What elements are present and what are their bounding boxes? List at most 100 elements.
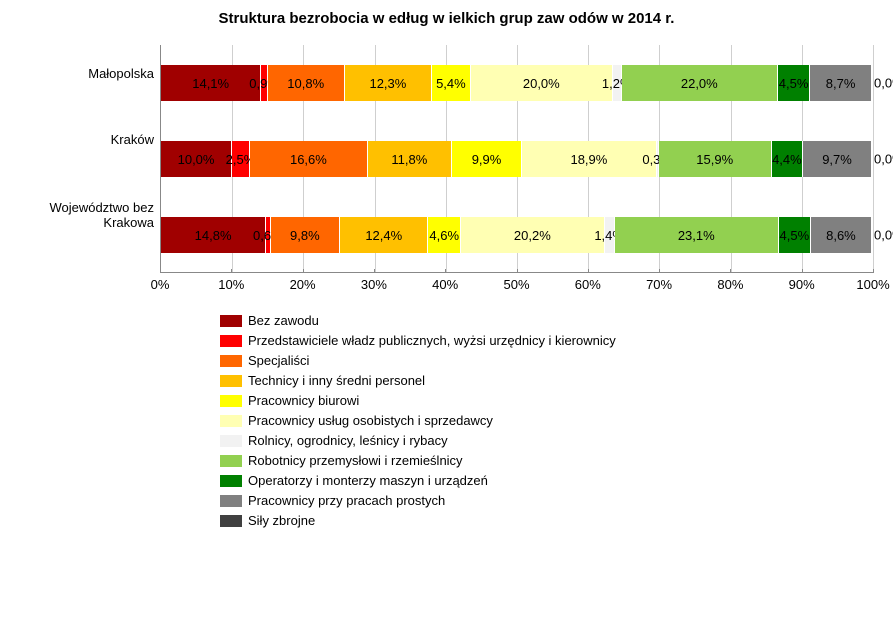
bar-segment: 1,2% <box>613 65 622 101</box>
legend-label: Pracownicy przy pracach prostych <box>248 493 445 508</box>
legend-label: Operatorzy i monterzy maszyn i urządzeń <box>248 473 488 488</box>
bar-segment: 14,8% <box>161 217 266 253</box>
bar-row: 10,0%2,5%16,6%11,8%9,9%18,9%0,3%15,9%4,4… <box>161 101 873 177</box>
segment-value-label: 5,4% <box>436 76 466 91</box>
x-tick-label: 30% <box>361 277 387 292</box>
legend-swatch <box>220 335 242 347</box>
category-label: Kraków <box>20 101 154 177</box>
segment-value-label: 22,0% <box>681 76 718 91</box>
segment-value-label: 4,6% <box>429 228 459 243</box>
x-tick-label: 40% <box>432 277 458 292</box>
x-tick-mark <box>231 269 232 273</box>
legend-swatch <box>220 355 242 367</box>
stacked-bar: 14,1%0,9%10,8%12,3%5,4%20,0%1,2%22,0%4,5… <box>161 65 873 101</box>
legend-swatch <box>220 375 242 387</box>
bar-segment: 15,9% <box>659 141 772 177</box>
legend-swatch <box>220 475 242 487</box>
legend-item: Technicy i inny średni personel <box>220 373 873 388</box>
legend-item: Bez zawodu <box>220 313 873 328</box>
segment-value-label: 18,9% <box>570 152 607 167</box>
segment-value-label: 0,0% <box>874 76 893 91</box>
segment-value-label: 20,2% <box>514 228 551 243</box>
legend-item: Operatorzy i monterzy maszyn i urządzeń <box>220 473 873 488</box>
legend-label: Przedstawiciele władz publicznych, wyżsi… <box>248 333 616 348</box>
legend-label: Bez zawodu <box>248 313 319 328</box>
segment-value-label: 10,0% <box>178 152 215 167</box>
segment-value-label: 9,8% <box>290 228 320 243</box>
segment-value-label: 0,0% <box>874 152 893 167</box>
bar-segment: 4,5% <box>779 217 811 253</box>
x-tick-mark <box>160 269 161 273</box>
segment-value-label: 0,0% <box>874 228 893 243</box>
bar-segment: 20,2% <box>461 217 605 253</box>
bar-segment: 8,6% <box>811 217 872 253</box>
bar-segment: 2,5% <box>232 141 250 177</box>
legend-item: Pracownicy biurowi <box>220 393 873 408</box>
stacked-bar: 10,0%2,5%16,6%11,8%9,9%18,9%0,3%15,9%4,4… <box>161 141 873 177</box>
category-label: Województwo bez Krakowa <box>20 177 154 253</box>
bar-segment: 10,0% <box>161 141 232 177</box>
x-tick-mark <box>873 269 874 273</box>
segment-value-label: 15,9% <box>696 152 733 167</box>
legend-swatch <box>220 515 242 527</box>
segment-value-label: 8,6% <box>826 228 856 243</box>
legend-item: Siły zbrojne <box>220 513 873 528</box>
bar-segment: 4,4% <box>772 141 803 177</box>
segment-value-label: 4,5% <box>780 228 810 243</box>
x-tick-label: 20% <box>290 277 316 292</box>
segment-value-label: 10,8% <box>287 76 324 91</box>
legend-item: Robotnicy przemysłowi i rzemieślnicy <box>220 453 873 468</box>
bar-segment: 8,7% <box>810 65 872 101</box>
legend-swatch <box>220 495 242 507</box>
legend-label: Technicy i inny średni personel <box>248 373 425 388</box>
legend-item: Pracownicy usług osobistych i sprzedawcy <box>220 413 873 428</box>
bar-segment: 23,1% <box>615 217 779 253</box>
legend-swatch <box>220 315 242 327</box>
x-tick-mark <box>374 269 375 273</box>
segment-value-label: 9,9% <box>472 152 502 167</box>
category-label: Małopolska <box>20 45 154 101</box>
bar-segment: 5,4% <box>432 65 470 101</box>
x-tick-label: 10% <box>218 277 244 292</box>
legend-swatch <box>220 435 242 447</box>
segment-value-label: 8,7% <box>826 76 856 91</box>
legend-item: Specjaliści <box>220 353 873 368</box>
x-tick-mark <box>588 269 589 273</box>
bar-segment: 20,0% <box>471 65 613 101</box>
bar-segment: 12,4% <box>340 217 428 253</box>
bars-container: 14,1%0,9%10,8%12,3%5,4%20,0%1,2%22,0%4,5… <box>161 45 873 273</box>
bar-segment: 9,9% <box>452 141 522 177</box>
x-tick-label: 0% <box>151 277 170 292</box>
plot-area: 14,1%0,9%10,8%12,3%5,4%20,0%1,2%22,0%4,5… <box>160 45 873 273</box>
bar-row: 14,8%0,6%9,8%12,4%4,6%20,2%1,4%23,1%4,5%… <box>161 177 873 253</box>
legend-item: Rolnicy, ogrodnicy, leśnicy i rybacy <box>220 433 873 448</box>
legend-label: Pracownicy biurowi <box>248 393 359 408</box>
segment-value-label: 12,4% <box>365 228 402 243</box>
legend: Bez zawodu Przedstawiciele władz publiczn… <box>220 313 873 528</box>
bar-segment: 22,0% <box>622 65 779 101</box>
x-tick-label: 50% <box>503 277 529 292</box>
legend-swatch <box>220 395 242 407</box>
legend-swatch <box>220 455 242 467</box>
legend-label: Pracownicy usług osobistych i sprzedawcy <box>248 413 493 428</box>
legend-label: Specjaliści <box>248 353 309 368</box>
segment-value-label: 4,4% <box>772 152 802 167</box>
bar-row: 14,1%0,9%10,8%12,3%5,4%20,0%1,2%22,0%4,5… <box>161 45 873 101</box>
x-tick-label: 100% <box>856 277 889 292</box>
bar-segment: 4,6% <box>428 217 461 253</box>
bar-segment: 14,1% <box>161 65 261 101</box>
segment-value-label: 9,7% <box>822 152 852 167</box>
chart-title: Struktura bezrobocia w edług w ielkich g… <box>20 10 873 27</box>
x-axis: 0%10%20%30%40%50%60%70%80%90%100% <box>160 273 873 297</box>
bar-segment: 12,3% <box>345 65 433 101</box>
bar-segment: 0,0% <box>872 141 873 177</box>
bar-segment: 10,8% <box>268 65 345 101</box>
segment-value-label: 20,0% <box>523 76 560 91</box>
x-tick-label: 90% <box>789 277 815 292</box>
segment-value-label: 11,8% <box>391 152 427 167</box>
legend-swatch <box>220 415 242 427</box>
segment-value-label: 14,8% <box>195 228 232 243</box>
legend-item: Pracownicy przy pracach prostych <box>220 493 873 508</box>
x-tick-label: 70% <box>646 277 672 292</box>
segment-value-label: 23,1% <box>678 228 715 243</box>
